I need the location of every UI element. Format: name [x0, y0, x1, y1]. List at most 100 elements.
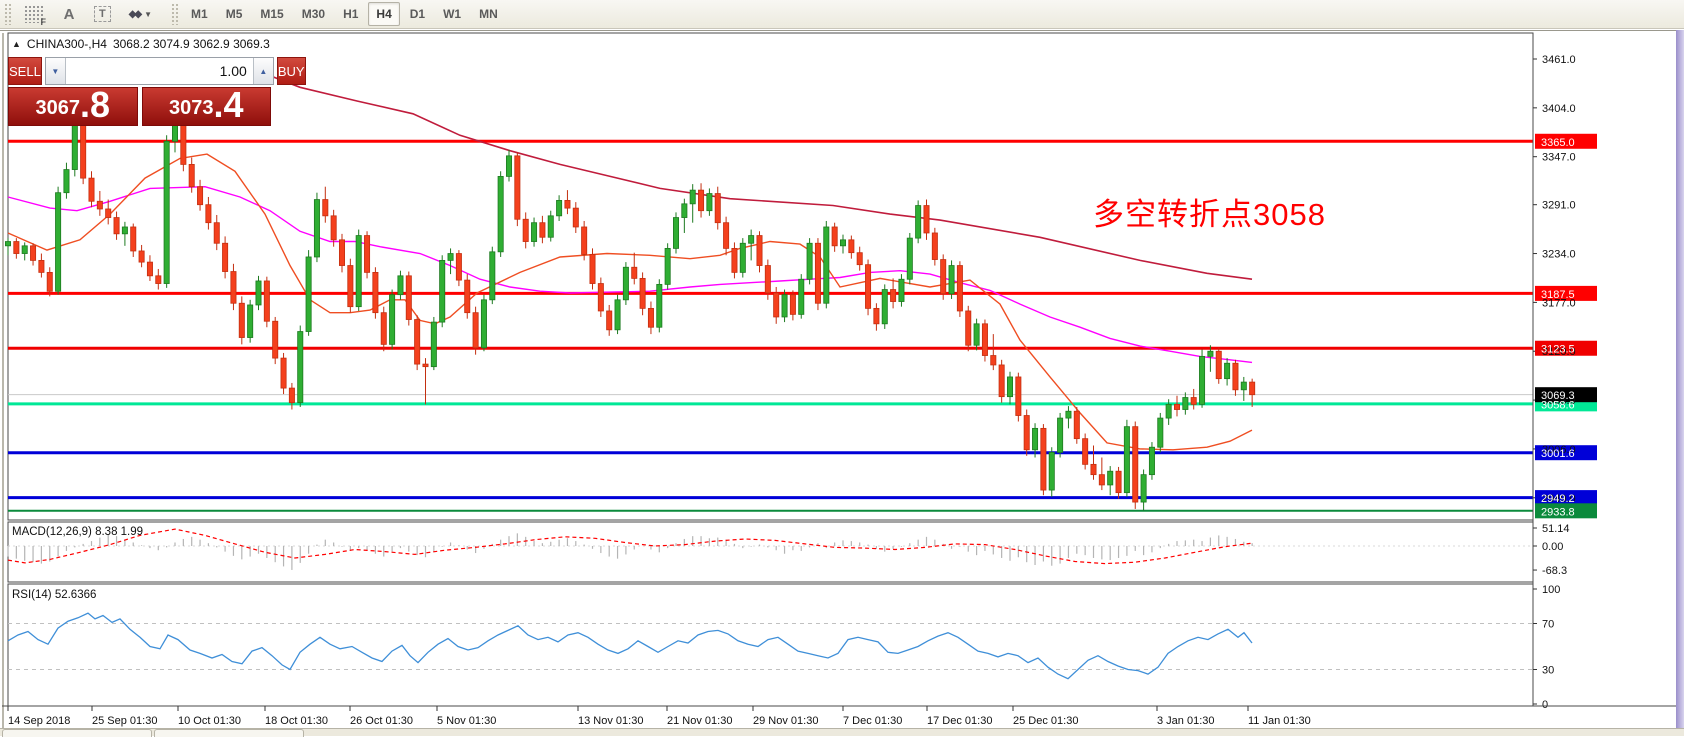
chart-text-annotation[interactable]: 多空转折点3058	[1093, 197, 1326, 232]
candle-body	[714, 193, 721, 224]
volume-decrease-button[interactable]: ▼	[45, 58, 66, 84]
chevron-down-icon: ▼	[144, 9, 153, 19]
price-badge-label: 3187.5	[1541, 289, 1575, 301]
buy-button[interactable]: BUY	[276, 57, 306, 85]
candle-body	[213, 222, 220, 244]
date-label: 26 Oct 01:30	[350, 715, 413, 727]
candle-body	[439, 259, 446, 323]
candle-body	[230, 271, 237, 304]
candle-body	[1232, 362, 1239, 391]
price-badge-2933.8	[1535, 503, 1597, 519]
candle-body	[13, 241, 20, 254]
timeframe-button-d1[interactable]: D1	[409, 7, 426, 21]
candle-body	[188, 164, 195, 188]
candle-body	[622, 266, 629, 301]
candle-body	[748, 235, 755, 244]
shapes-dropdown-icon[interactable]: ◆◆ ▼	[121, 2, 160, 26]
buy-price-box[interactable]: 3073.4	[141, 87, 271, 126]
time-axis[interactable]	[7, 706, 1249, 711]
candle-body	[1165, 403, 1172, 419]
candle-body	[1107, 470, 1114, 486]
rsi-axis-label: 0	[1542, 699, 1548, 711]
candle-body	[597, 283, 604, 312]
macd-plot-frame	[7, 521, 1534, 583]
price-tick-label: 3063.0	[1542, 395, 1576, 407]
volume-input[interactable]	[65, 58, 253, 84]
macd-axis-label: 51.14	[1542, 523, 1570, 535]
candle-body	[180, 122, 187, 165]
candle-body	[55, 192, 62, 292]
candle-body	[472, 312, 479, 349]
macd-label: MACD(12,26,9) 8.38 1.99	[12, 526, 143, 538]
price-badge-label: 3001.6	[1541, 448, 1575, 460]
dotted-grid-f-icon[interactable]: F	[16, 2, 52, 27]
price-chart-canvas[interactable]: MACD(12,26,9) 8.38 1.99 RSI(14) 52.6366 34…	[0, 31, 1676, 737]
price-badge-label: 2949.2	[1541, 493, 1575, 505]
candle-body	[38, 259, 45, 273]
text-box-icon[interactable]: T	[86, 2, 119, 26]
timeframe-button-m30[interactable]: M30	[301, 7, 326, 21]
timeframe-button-m1[interactable]: M1	[191, 7, 208, 21]
candle-body	[956, 265, 963, 312]
candle-body	[505, 155, 512, 177]
candle-body	[96, 200, 103, 210]
candle-body	[305, 256, 312, 332]
date-label: 7 Dec 01:30	[843, 715, 902, 727]
candle-body	[222, 242, 229, 272]
chart-window: MACD(12,26,9) 8.38 1.99 RSI(14) 52.6366 34…	[0, 30, 1676, 736]
volume-increase-button[interactable]: ▲	[252, 58, 273, 84]
timeframe-button-w1[interactable]: W1	[443, 7, 462, 21]
candle-body	[923, 205, 930, 234]
candle-body	[1174, 403, 1181, 410]
window-left-border	[2, 33, 4, 736]
candle-body	[380, 312, 387, 345]
candle-body	[723, 222, 730, 249]
sell-price-fraction: .8	[79, 84, 111, 125]
rsi-axis-label: 100	[1542, 584, 1560, 596]
candle-body	[1090, 463, 1097, 476]
candle-body	[547, 215, 554, 238]
timeframe-button-h1[interactable]: H1	[343, 7, 359, 21]
candle-body	[355, 235, 362, 308]
candle-body	[163, 140, 170, 284]
price-badge-2949.2	[1535, 490, 1597, 506]
price-tick-label: 3177.0	[1542, 297, 1576, 309]
sell-button[interactable]: SELL	[8, 57, 42, 85]
candle-body	[347, 265, 354, 308]
chart-tab[interactable]	[2, 729, 152, 737]
candle-body	[1123, 426, 1130, 494]
candle-body	[647, 307, 654, 328]
collapse-panel-icon[interactable]: ▲	[12, 39, 21, 49]
candle-body	[814, 242, 821, 304]
diamonds-glyph: ◆◆	[128, 8, 142, 20]
candle-body	[497, 176, 504, 253]
rsi-plot-frame	[7, 583, 1534, 707]
chart-tab[interactable]	[154, 729, 304, 737]
candle-body	[364, 235, 371, 273]
toolbar-grip[interactable]	[4, 3, 11, 25]
price-axis[interactable]	[1533, 58, 1597, 519]
candle-body	[581, 226, 588, 255]
candle-body	[1249, 381, 1256, 396]
candles-group	[5, 111, 1256, 511]
right-scrollbar[interactable]	[1676, 30, 1684, 736]
candle-body	[823, 226, 830, 304]
candle-body	[197, 186, 204, 206]
sell-price-box[interactable]: 3067.8	[8, 87, 138, 126]
candle-body	[46, 271, 53, 292]
candle-body	[848, 239, 855, 254]
timeframe-button-h4[interactable]: H4	[368, 2, 400, 26]
candle-body	[489, 251, 496, 301]
price-tick-label: 2949.0	[1542, 493, 1576, 505]
letter-t-glyph: T	[94, 6, 111, 22]
timeframe-button-m15[interactable]: M15	[260, 7, 284, 21]
toolbar-grip-2[interactable]	[171, 3, 179, 25]
timeframe-button-m5[interactable]: M5	[225, 7, 243, 21]
macd-signal-line	[7, 528, 1253, 565]
candle-body	[430, 321, 437, 368]
date-label: 13 Nov 01:30	[578, 715, 643, 727]
candle-body	[739, 242, 746, 273]
text-label-icon[interactable]: A	[54, 2, 84, 26]
timeframe-button-mn[interactable]: MN	[479, 7, 498, 21]
price-tick-label: 3291.0	[1542, 200, 1576, 212]
